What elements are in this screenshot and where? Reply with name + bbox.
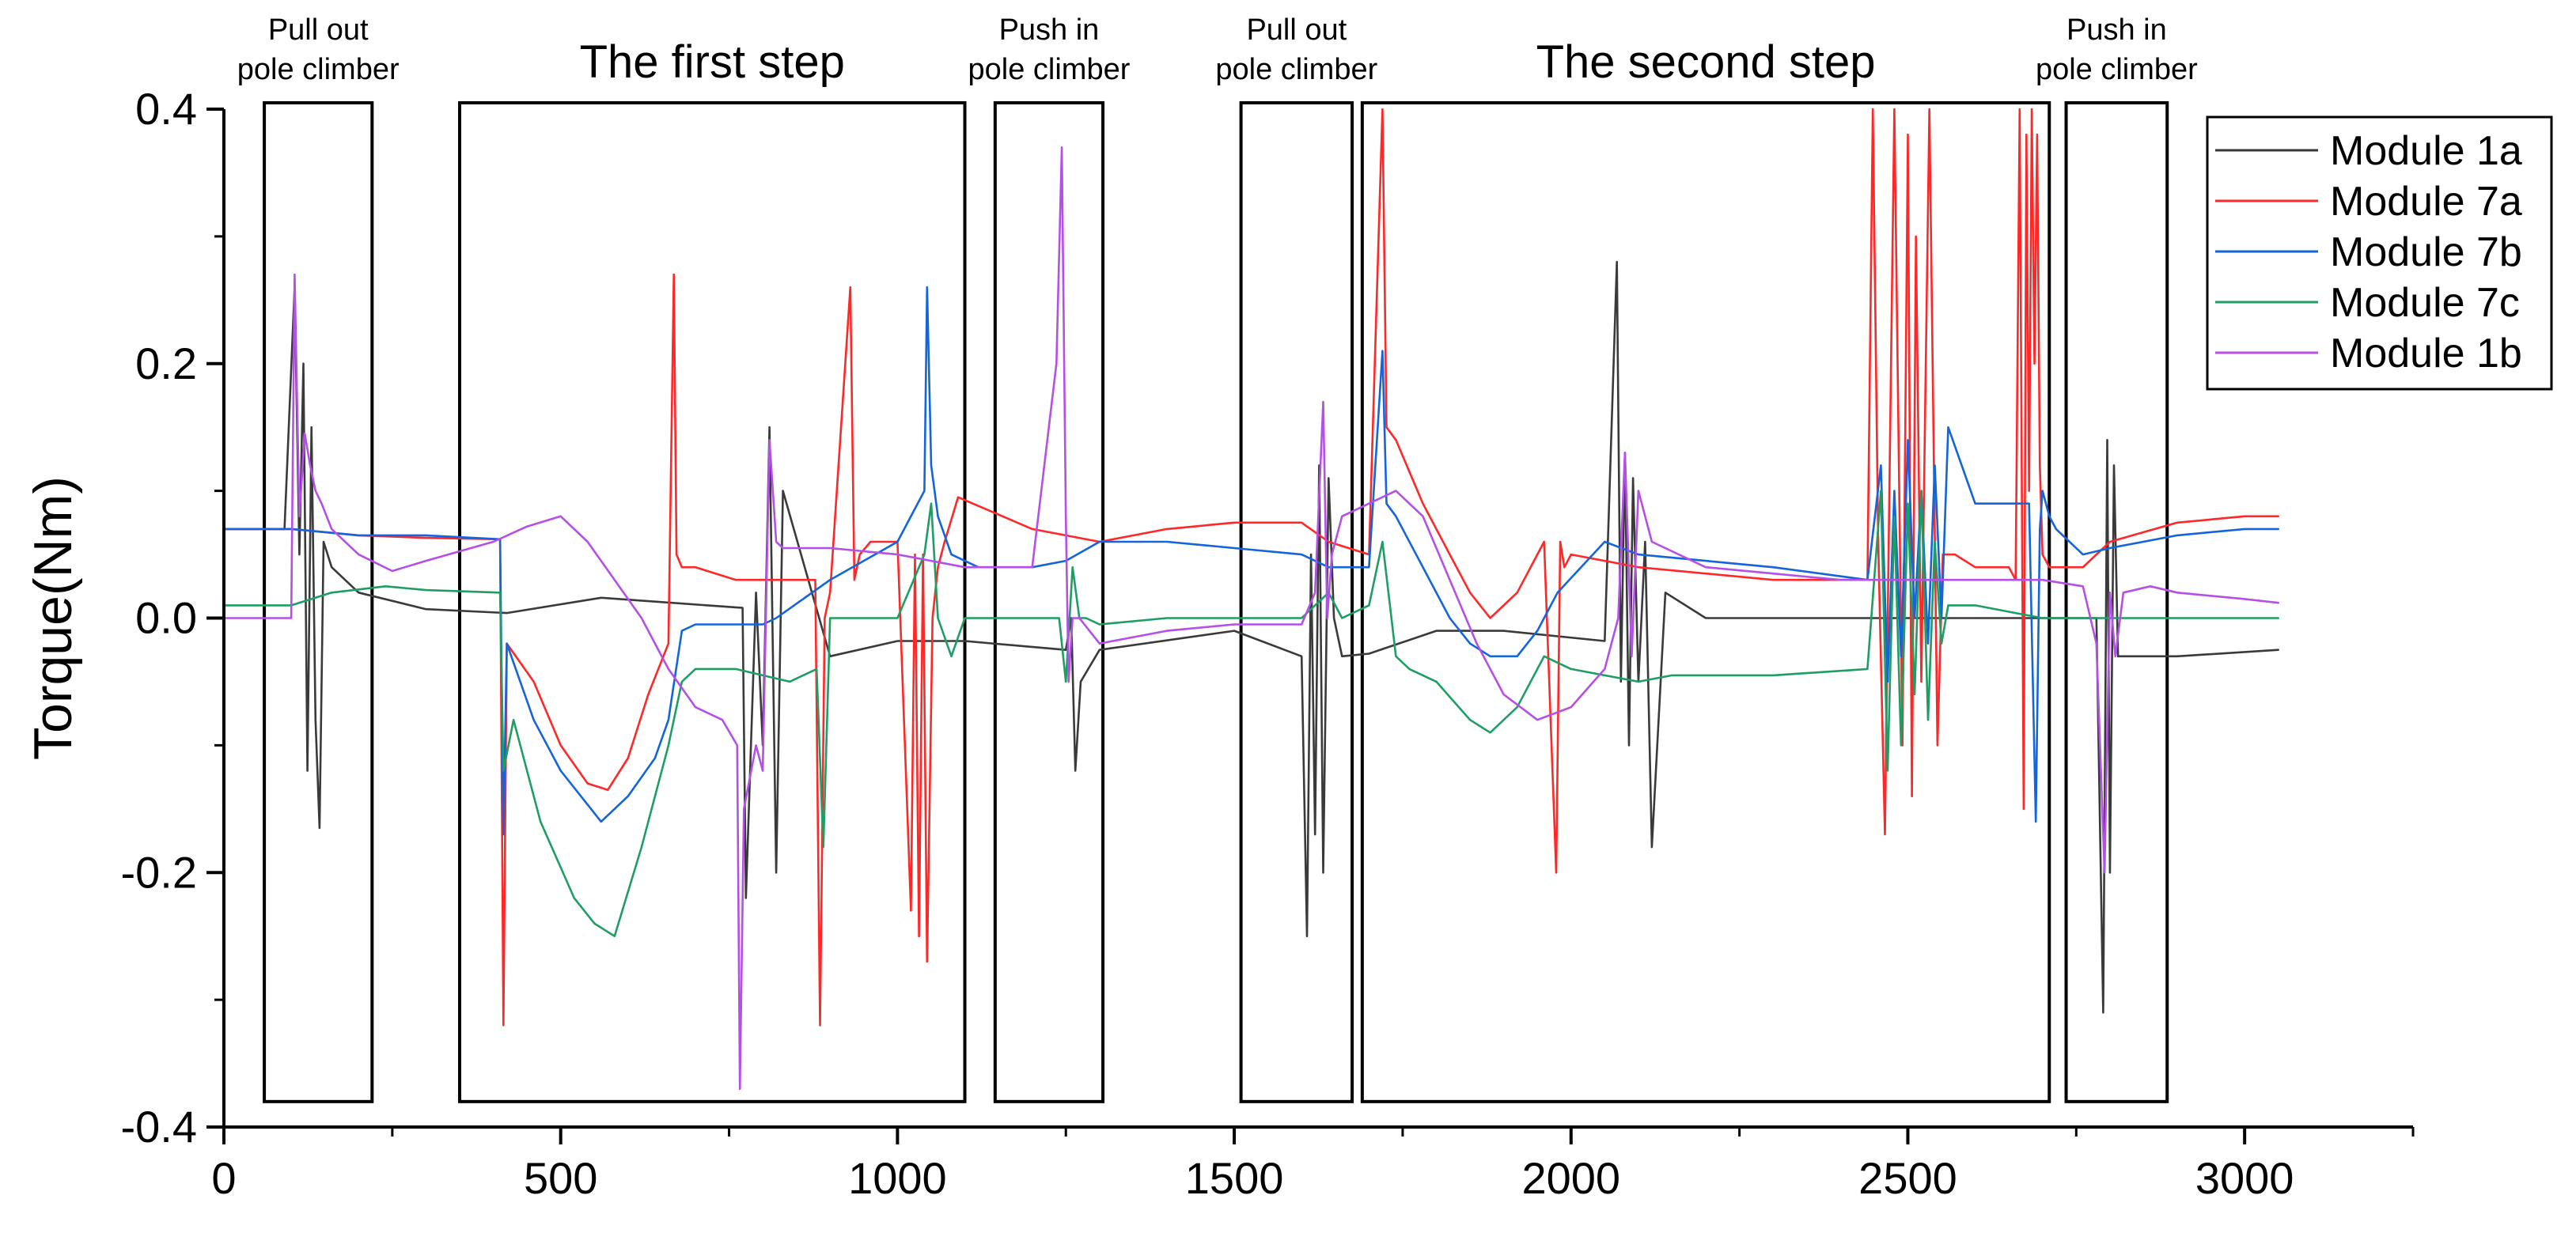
y-axis-title: Torque(Nm)	[23, 476, 83, 760]
series-line-module-7b	[222, 286, 2279, 836]
series-line-module-1a	[222, 260, 2279, 1014]
series-line-module-7c	[222, 490, 2279, 937]
annotation-layer: Pull out pole climber The first step Push i…	[237, 13, 2198, 1103]
series-line-module-1b	[222, 146, 2279, 1090]
legend-label: Module 7b	[2330, 229, 2522, 275]
annotation-box-5	[2064, 100, 2169, 1103]
annotation-box-3	[1239, 100, 1354, 1103]
axes-layer: -0.4 -0.2 0.0 0.2 0.4 0 500 1000 1500 2000 2500 300…	[23, 84, 2415, 1203]
x-tick-label: 3000	[2195, 1153, 2294, 1203]
y-tick-label: -0.2	[121, 847, 198, 897]
legend-label: Module 1a	[2330, 128, 2522, 174]
annotation-label: pole climber	[968, 53, 1131, 86]
legend-label: Module 7c	[2330, 280, 2520, 326]
annotation-label: Pull out	[268, 13, 369, 47]
x-tick-label: 1000	[848, 1153, 947, 1203]
y-tick-label: 0.0	[135, 593, 197, 643]
x-tick-label: 500	[524, 1153, 597, 1203]
series-layer	[222, 108, 2279, 1090]
annotation-label: Pull out	[1246, 13, 1347, 47]
x-tick-label: 1500	[1185, 1153, 1284, 1203]
x-tick-label: 2000	[1521, 1153, 1620, 1203]
y-tick-label: 0.4	[135, 84, 197, 134]
legend-box	[2206, 115, 2553, 391]
y-tick-label: -0.4	[121, 1102, 198, 1152]
series-line-module-7a	[222, 108, 2279, 1027]
annotation-box-0	[263, 100, 374, 1103]
x-tick-label: 2500	[1858, 1153, 1957, 1203]
annotation-box-2	[993, 100, 1105, 1103]
annotation-label: pole climber	[237, 53, 400, 86]
annotation-box-4	[1360, 100, 2051, 1103]
annotation-label: Push in	[2066, 13, 2167, 47]
annotation-label: The second step	[1536, 36, 1876, 88]
annotation-label: pole climber	[1215, 53, 1377, 86]
annotation-label: The first step	[580, 36, 845, 88]
y-tick-label: 0.2	[135, 339, 197, 388]
x-tick-label: 0	[211, 1153, 236, 1203]
annotation-box-1	[457, 100, 967, 1103]
annotation-label: Push in	[999, 13, 1100, 47]
annotation-label: pole climber	[2036, 53, 2198, 86]
legend-label: Module 1b	[2330, 331, 2522, 376]
legend-label: Module 7a	[2330, 179, 2522, 225]
